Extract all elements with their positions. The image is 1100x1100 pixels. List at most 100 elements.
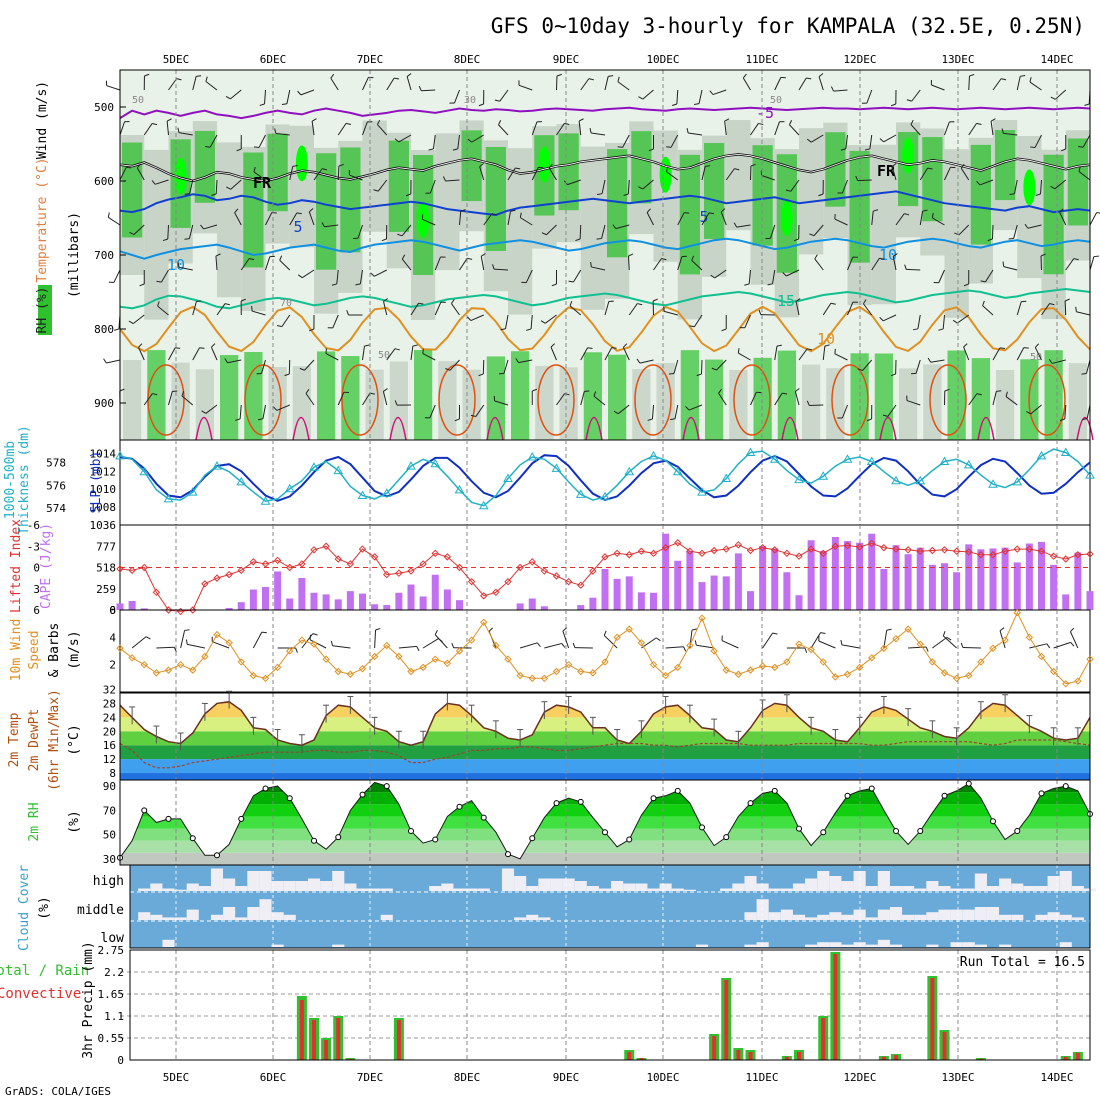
rh-point [917,828,924,834]
wind-barb [676,89,679,105]
wind-barb [725,168,735,181]
temp-band-2 [120,745,1090,760]
cloud-bar-high [295,881,308,891]
wind-barb-flag [373,189,379,192]
cloud-bar-high [174,889,187,891]
wind-barb [712,89,727,96]
wind10-barb-flag [1070,642,1075,647]
wind-barb [968,75,970,91]
rh-green-band [558,133,579,211]
wind-barb [1052,359,1066,364]
li-line [119,542,1091,612]
cape-bar [1086,591,1094,610]
wind-barb [143,393,153,406]
wind10-barb [942,635,957,649]
wind-barb-flag [297,90,302,96]
wind-barb-flag [882,414,888,417]
cape-bar [528,598,536,610]
wind-barb [580,391,585,406]
wind-barb-flag [1075,306,1077,312]
cloud-bar-high [877,871,890,891]
wind10-barb-flag [375,627,381,631]
rh-gray-band [653,130,678,262]
wind-barb-flag [718,388,722,394]
precip-tick: 2.2 [104,966,124,979]
rh-low-band [1068,363,1087,440]
isotherm-loop-magenta [486,417,504,441]
wind-barb-flag [338,163,344,167]
wind-barb-flag [355,283,361,286]
cloud-bar-middle [271,912,284,920]
wind-barb [724,121,727,136]
wind-barb [1085,359,1091,374]
wind-barb [546,224,557,236]
wind10-point [225,639,233,647]
pressure-tick: 800 [94,323,114,336]
li-point [698,549,706,558]
rh-low-band [583,352,602,440]
thickness-point [357,490,368,500]
wind-barb-flag [782,392,788,395]
li-point [407,567,415,575]
cape-bar [225,607,233,610]
wind10-point [868,654,876,662]
rh-green-band [607,149,628,258]
cloud-bar-high [950,888,963,891]
wind-barb [240,258,250,271]
wind-barb-flag [274,128,277,134]
wind-barb [359,269,363,284]
wind-barb-flag [162,238,168,242]
wind-barb [286,89,291,104]
wind-barb-flag [705,165,711,167]
wind-barb-flag [734,168,740,171]
wind-barb [573,269,582,283]
wind-barb [866,89,873,104]
wind-barb-flag [689,325,695,328]
wind-barb-flag [617,76,620,82]
wind-barb-flag [460,209,466,212]
wind-barb [871,257,880,271]
li-point [443,553,452,561]
thickness-point [284,483,295,493]
cape-bar [892,545,900,610]
precip-tick: 1.1 [104,1010,124,1023]
wind10-point [916,640,924,648]
cape-bar [783,572,791,610]
wind-barb-flag [890,373,896,377]
wind10-point [843,670,852,678]
wind10-barb [374,629,377,649]
wind10-barb-flag [691,628,697,631]
wind-barb-flag [982,300,985,306]
rh-point [262,785,269,792]
wind-barb-flag [452,148,458,151]
wind-barb [188,224,194,239]
wind10-barb [908,646,927,649]
wind-barb [374,269,387,277]
cloud-bar-high [356,888,369,891]
wind-barb [1041,303,1050,316]
cloud-bar-high [380,888,393,891]
cloud-bar-middle [974,907,987,920]
wind-barb-flag [628,253,634,257]
li-point [625,551,633,559]
cape-bar [880,568,888,610]
precip-tick: 1.65 [98,988,125,1001]
wind-barb-flag [663,306,665,312]
wind-barb [567,179,581,186]
cloud-bar-high [574,881,587,891]
wind-barb-flag [205,76,208,82]
wind-barb [205,404,218,414]
temp-line [119,700,1091,746]
wind-barb [449,359,460,371]
wind-barb-flag [196,300,202,302]
wind10-point [1086,655,1094,663]
wind-barb [1003,266,1018,271]
wind-barb [688,132,703,136]
li-point [298,560,306,568]
thickness-point [721,473,732,483]
wind-barb [958,224,970,236]
rh-point [141,807,148,814]
cloud-bar-high [611,881,624,891]
li-point [249,558,258,566]
wind10-barb-flag [655,637,661,642]
